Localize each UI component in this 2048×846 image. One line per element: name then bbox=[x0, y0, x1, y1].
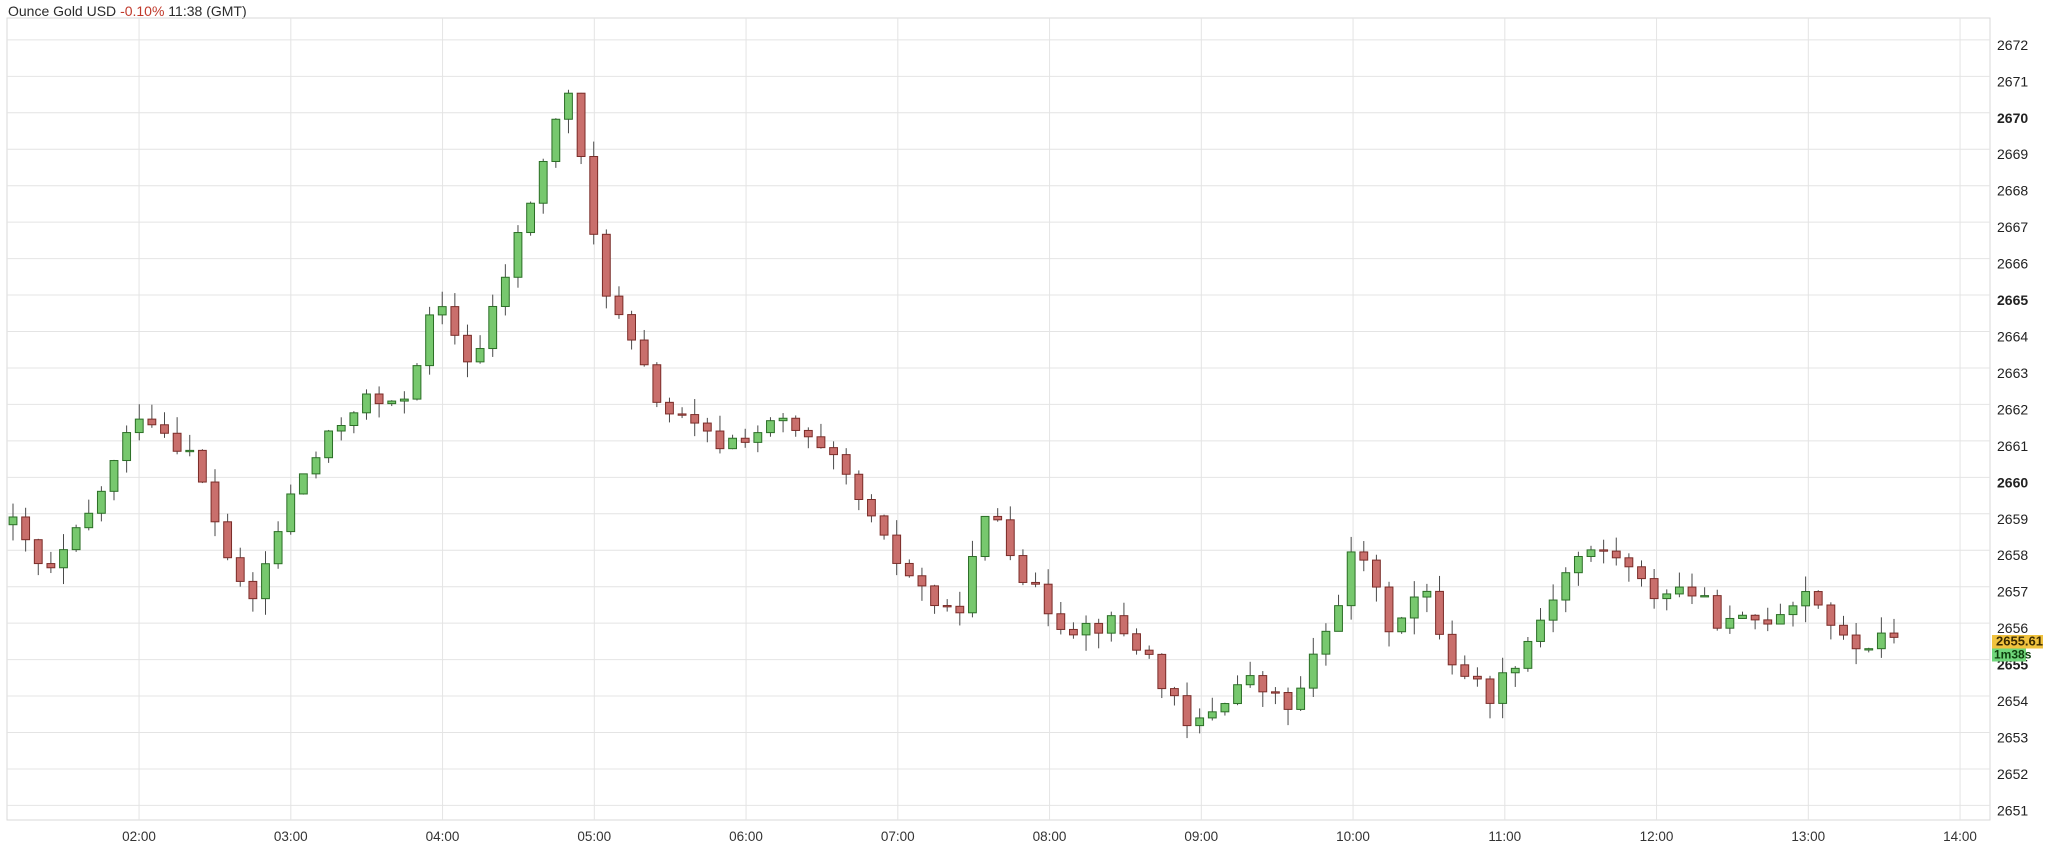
svg-text:04:00: 04:00 bbox=[426, 829, 460, 844]
svg-text:2654: 2654 bbox=[1997, 693, 2028, 709]
svg-text:07:00: 07:00 bbox=[881, 829, 915, 844]
svg-text:02:00: 02:00 bbox=[122, 829, 156, 844]
svg-text:2667: 2667 bbox=[1997, 219, 2028, 235]
svg-text:2662: 2662 bbox=[1997, 401, 2028, 417]
svg-text:12:00: 12:00 bbox=[1640, 829, 1674, 844]
svg-text:2672: 2672 bbox=[1997, 37, 2028, 53]
svg-text:2660: 2660 bbox=[1997, 474, 2028, 490]
svg-text:05:00: 05:00 bbox=[577, 829, 611, 844]
svg-text:2666: 2666 bbox=[1997, 256, 2028, 272]
svg-text:2671: 2671 bbox=[1997, 73, 2028, 89]
svg-text:09:00: 09:00 bbox=[1184, 829, 1218, 844]
svg-text:2670: 2670 bbox=[1997, 110, 2028, 126]
svg-text:2669: 2669 bbox=[1997, 146, 2028, 162]
svg-text:2663: 2663 bbox=[1997, 365, 2028, 381]
svg-text:2664: 2664 bbox=[1997, 329, 2028, 345]
svg-text:2658: 2658 bbox=[1997, 547, 2028, 563]
svg-text:10:00: 10:00 bbox=[1336, 829, 1370, 844]
svg-text:11:00: 11:00 bbox=[1488, 829, 1521, 844]
svg-text:2659: 2659 bbox=[1997, 511, 2028, 527]
svg-text:2653: 2653 bbox=[1997, 730, 2028, 746]
svg-text:13:00: 13:00 bbox=[1791, 829, 1825, 844]
svg-text:06:00: 06:00 bbox=[729, 829, 763, 844]
svg-text:08:00: 08:00 bbox=[1033, 829, 1067, 844]
svg-text:1m38s: 1m38s bbox=[1994, 648, 2032, 662]
svg-text:2657: 2657 bbox=[1997, 584, 2028, 600]
svg-text:2668: 2668 bbox=[1997, 183, 2028, 199]
svg-text:14:00: 14:00 bbox=[1943, 829, 1977, 844]
svg-text:2652: 2652 bbox=[1997, 766, 2028, 782]
svg-text:2651: 2651 bbox=[1997, 802, 2028, 818]
svg-text:2661: 2661 bbox=[1997, 438, 2028, 454]
svg-text:2665: 2665 bbox=[1997, 292, 2028, 308]
svg-text:2655.61: 2655.61 bbox=[1996, 634, 2043, 649]
svg-text:03:00: 03:00 bbox=[274, 829, 308, 844]
